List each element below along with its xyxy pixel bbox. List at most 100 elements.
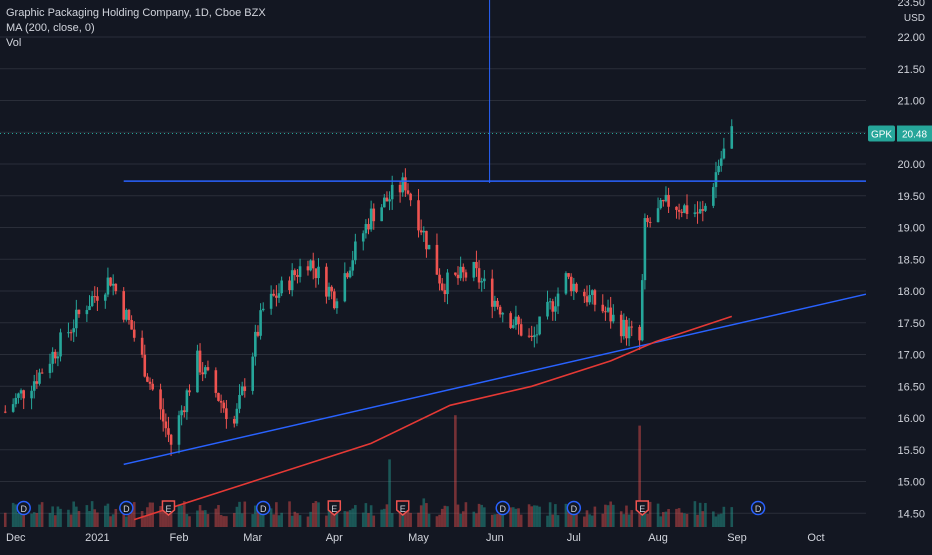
volume-bar: [32, 512, 36, 527]
volume-bar: [527, 504, 531, 527]
candle-body: [314, 268, 318, 279]
volume-bar: [619, 511, 623, 527]
time-tick-label: Apr: [326, 532, 343, 544]
candle-body: [464, 272, 468, 278]
volume-bar: [114, 508, 118, 527]
volume-bar: [364, 503, 368, 527]
candle-body: [593, 290, 597, 305]
candle-body: [85, 310, 89, 315]
volume-bar: [588, 514, 591, 527]
candle-body: [693, 212, 697, 215]
candle-body: [409, 193, 412, 201]
candle-body: [646, 218, 649, 222]
volume-bar: [609, 501, 612, 527]
volume-bar: [14, 504, 18, 527]
candle-body: [77, 309, 81, 315]
volume-bar: [38, 504, 41, 527]
candle-body: [667, 194, 670, 207]
candle-body: [122, 291, 126, 320]
candle-body: [685, 205, 689, 215]
candle-body: [56, 356, 60, 359]
candle-body: [509, 313, 512, 328]
candle-body: [69, 332, 73, 334]
candle-body: [546, 301, 549, 317]
volume-bar: [330, 505, 333, 527]
volume-bar: [88, 510, 91, 527]
volume-bar: [425, 503, 428, 527]
volume-bar: [719, 513, 723, 527]
candle-body: [30, 390, 33, 399]
time-tick-label: Mar: [243, 532, 262, 544]
candle-body: [182, 410, 186, 413]
volume-bar: [196, 510, 199, 527]
candle-body: [351, 260, 355, 271]
volume-bar: [164, 502, 168, 527]
candle-body: [569, 276, 573, 292]
candle-body: [588, 294, 591, 303]
candle-body: [575, 283, 578, 292]
candle-body: [201, 372, 204, 375]
volume-bar: [75, 506, 78, 527]
volume-bar: [538, 506, 541, 527]
volume-bar: [475, 513, 478, 527]
volume-bar: [351, 508, 355, 527]
volume-bar: [72, 501, 76, 527]
candle-body: [90, 296, 94, 307]
volume-bar: [235, 506, 239, 527]
volume-bar: [380, 509, 383, 527]
candle-body: [548, 301, 552, 303]
candle-body: [714, 172, 718, 188]
volume-bar: [464, 502, 468, 527]
volume-bar: [254, 505, 257, 527]
event-marker-label: D: [20, 504, 27, 514]
candle-body: [296, 275, 299, 277]
volume-bar: [298, 515, 302, 527]
candle-body: [490, 278, 494, 307]
candle-body: [22, 390, 25, 399]
candle-body: [459, 266, 462, 279]
volume-bar: [646, 513, 649, 527]
volume-bar: [159, 506, 162, 527]
legend-title: Graphic Packaging Holding Company, 1D, C…: [6, 7, 266, 19]
volume-bar: [662, 512, 665, 527]
volume-bar: [56, 506, 60, 527]
candle-body: [675, 206, 678, 210]
candle-body: [422, 230, 426, 233]
volume-bar: [296, 513, 299, 527]
volume-bar: [275, 502, 278, 527]
dividend-marker: D: [255, 500, 271, 516]
candle-body: [625, 319, 628, 339]
volume-bar: [514, 508, 518, 527]
candle-body: [656, 208, 660, 223]
candle-body: [240, 386, 244, 395]
volume-bar: [343, 511, 347, 527]
candle-body: [40, 372, 44, 374]
volume-bar: [372, 515, 376, 527]
candle-body: [385, 197, 389, 202]
volume-bar: [454, 415, 457, 527]
volume-bar: [198, 505, 202, 527]
time-tick-label: 2021: [85, 532, 109, 544]
volume-bar: [290, 515, 294, 527]
candle-body: [111, 283, 115, 286]
candle-body: [435, 244, 439, 275]
candle-body: [256, 331, 260, 336]
price-tick-label: 18.50: [897, 254, 925, 266]
dividend-marker: D: [566, 500, 582, 516]
candle-body: [609, 307, 612, 322]
candle-body: [346, 273, 349, 278]
candle-body: [535, 334, 539, 336]
dividend-circle: [750, 500, 766, 516]
volume-bar: [361, 512, 365, 527]
candle-body: [398, 184, 402, 193]
candle-body: [583, 291, 586, 297]
candle-body: [612, 314, 615, 322]
volume-bar: [590, 515, 594, 527]
volume-bar: [219, 514, 223, 527]
candle-body: [317, 266, 320, 279]
candle-body: [498, 306, 502, 315]
volume-bar: [30, 513, 33, 527]
price-tick-label: 16.50: [897, 381, 925, 393]
